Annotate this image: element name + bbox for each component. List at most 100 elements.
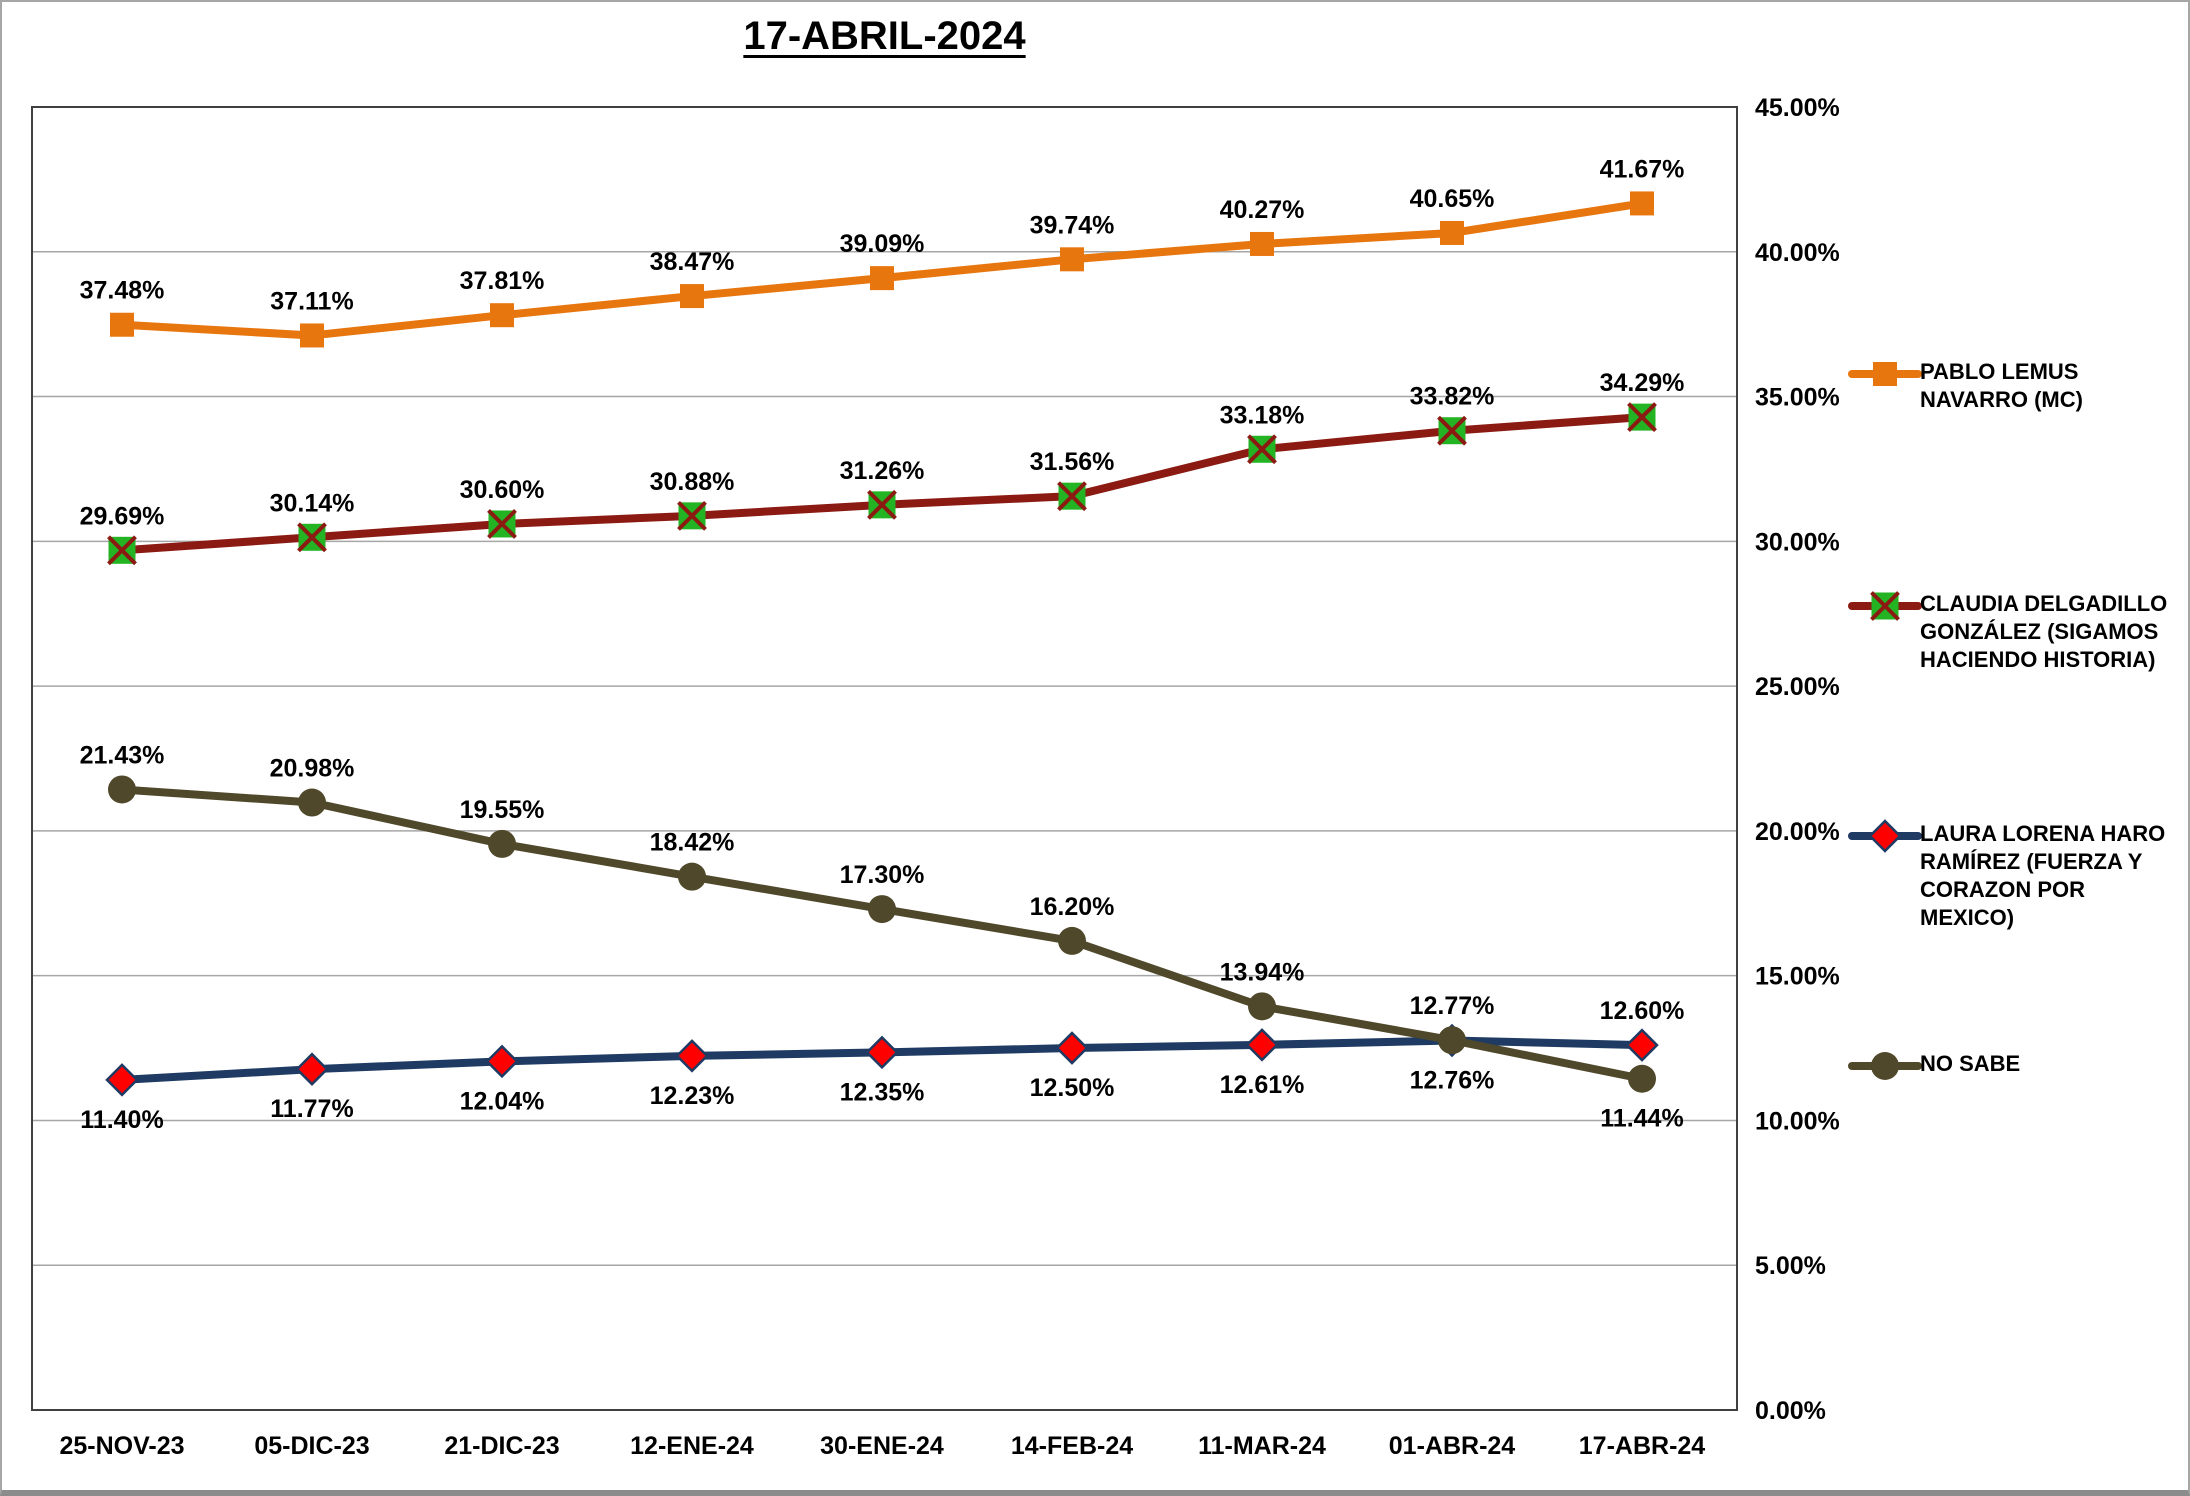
x-marker-stroke xyxy=(677,500,707,531)
data-point-label: 12.23% xyxy=(650,1082,735,1110)
data-point-label: 21.43% xyxy=(80,741,165,769)
data-point-label: 40.27% xyxy=(1220,196,1305,224)
legend-marker-x-square-icon xyxy=(1848,591,1922,621)
circle-marker-icon xyxy=(1058,926,1086,955)
square-marker-icon xyxy=(680,284,704,309)
y-axis-tick-label: 0.00% xyxy=(1755,1397,1826,1425)
y-axis-tick-label: 15.00% xyxy=(1755,963,1840,991)
data-point-label: 12.77% xyxy=(1410,992,1495,1020)
series-line-3 xyxy=(118,785,1646,1083)
data-point-label: 18.42% xyxy=(650,829,735,857)
circle-marker-icon xyxy=(1628,1064,1656,1093)
x-marker-stroke xyxy=(867,489,897,520)
data-point-label: 16.20% xyxy=(1030,893,1115,921)
data-point-label: 12.50% xyxy=(1030,1074,1115,1102)
x-marker-stroke xyxy=(1627,402,1657,433)
square-marker-icon xyxy=(1440,220,1464,245)
circle-marker-icon xyxy=(1438,1026,1466,1055)
data-point-label: 30.60% xyxy=(460,476,545,504)
x-marker-stroke xyxy=(1870,591,1900,621)
data-point-label: 11.77% xyxy=(270,1095,353,1123)
y-axis-tick-label: 25.00% xyxy=(1755,673,1840,701)
y-axis-tick-label: 30.00% xyxy=(1755,528,1840,556)
data-point-label: 11.40% xyxy=(80,1106,163,1134)
y-axis-tick-label: 10.00% xyxy=(1755,1107,1840,1135)
legend-label: CLAUDIA DELGADILLO GONZÁLEZ (SIGAMOS HAC… xyxy=(1920,591,2168,673)
y-axis-tick-label: 40.00% xyxy=(1755,239,1840,267)
data-point-label: 12.61% xyxy=(1220,1071,1305,1099)
data-point-label: 12.76% xyxy=(1410,1067,1495,1095)
x-axis-tick-label: 17-ABR-24 xyxy=(1579,1432,1706,1460)
data-point-label: 41.67% xyxy=(1600,155,1685,183)
x-marker-stroke xyxy=(1437,415,1467,446)
data-point-label: 17.30% xyxy=(840,861,925,889)
x-axis-tick-label: 21-DIC-23 xyxy=(444,1432,559,1460)
x-marker-stroke xyxy=(1247,434,1277,465)
x-marker-stroke xyxy=(487,509,517,539)
data-point-label: 30.14% xyxy=(270,489,355,517)
square-marker-icon xyxy=(1630,191,1654,216)
x-axis-tick-label: 01-ABR-24 xyxy=(1389,1432,1516,1460)
legend-marker-diamond-icon xyxy=(1848,819,1922,853)
x-marker-stroke xyxy=(297,522,327,553)
square-marker-icon xyxy=(1060,247,1084,272)
y-axis-tick-label: 20.00% xyxy=(1755,818,1840,846)
data-point-label: 20.98% xyxy=(270,755,355,783)
data-point-label: 13.94% xyxy=(1220,958,1305,986)
legend-item-0: PABLO LEMUS NAVARRO (MC) xyxy=(1848,358,2188,414)
x-axis-tick-label: 30-ENE-24 xyxy=(820,1432,944,1460)
data-point-label: 34.29% xyxy=(1600,369,1685,397)
data-point-label: 12.60% xyxy=(1600,997,1685,1025)
x-axis-tick-label: 12-ENE-24 xyxy=(630,1432,754,1460)
data-point-label: 12.04% xyxy=(460,1087,545,1115)
data-point-label: 12.35% xyxy=(840,1078,925,1106)
legend-marker-square-icon xyxy=(1848,362,1922,386)
data-point-label: 30.88% xyxy=(650,468,735,496)
legend-marker-circle-icon xyxy=(1848,1052,1922,1080)
data-point-label: 37.11% xyxy=(270,287,353,315)
square-marker-icon xyxy=(870,266,894,291)
x-marker-stroke xyxy=(107,535,137,566)
legend-item-3: NO SABE xyxy=(1848,1050,2188,1080)
diamond-marker-icon xyxy=(1055,1031,1089,1065)
legend-label: NO SABE xyxy=(1920,1051,2021,1076)
data-point-label: 31.56% xyxy=(1030,448,1115,476)
legend-item-1: CLAUDIA DELGADILLO GONZÁLEZ (SIGAMOS HAC… xyxy=(1848,590,2188,674)
square-marker-icon xyxy=(1873,362,1897,386)
diamond-marker-icon xyxy=(675,1039,709,1073)
square-marker-icon xyxy=(110,312,134,337)
plot-area-border xyxy=(31,106,1738,1411)
diamond-marker-icon xyxy=(1625,1028,1659,1062)
x-marker-stroke xyxy=(1057,481,1087,512)
diamond-marker-icon xyxy=(1245,1028,1279,1062)
diamond-marker-icon xyxy=(105,1063,139,1097)
data-point-label: 39.74% xyxy=(1030,211,1115,239)
diamond-marker-icon xyxy=(865,1035,899,1070)
x-axis-tick-label: 25-NOV-23 xyxy=(59,1432,184,1460)
circle-marker-icon xyxy=(1248,992,1276,1021)
data-point-label: 39.09% xyxy=(840,230,925,258)
data-point-label: 19.55% xyxy=(460,796,545,824)
y-axis-tick-label: 45.00% xyxy=(1755,94,1840,122)
square-marker-icon xyxy=(490,303,514,328)
data-point-label: 11.44% xyxy=(1600,1105,1683,1133)
square-marker-icon xyxy=(1250,231,1274,256)
data-point-label: 31.26% xyxy=(840,457,925,485)
circle-marker-icon xyxy=(298,788,326,817)
y-axis-tick-label: 5.00% xyxy=(1755,1252,1826,1280)
data-point-label: 38.47% xyxy=(650,248,735,276)
data-point-label: 33.82% xyxy=(1410,383,1495,411)
data-point-label: 33.18% xyxy=(1220,401,1305,429)
x-axis-tick-label: 11-MAR-24 xyxy=(1198,1432,1326,1460)
legend-label: LAURA LORENA HARO RAMÍREZ (FUERZA Y CORA… xyxy=(1920,821,2166,931)
circle-marker-icon xyxy=(1871,1052,1899,1080)
data-point-label: 40.65% xyxy=(1410,185,1495,213)
circle-marker-icon xyxy=(678,862,706,891)
legend-label: PABLO LEMUS NAVARRO (MC) xyxy=(1920,359,2083,413)
x-axis-tick-label: 05-DIC-23 xyxy=(254,1432,369,1460)
data-point-label: 37.81% xyxy=(460,267,545,295)
data-point-label: 29.69% xyxy=(80,502,165,530)
circle-marker-icon xyxy=(868,895,896,924)
